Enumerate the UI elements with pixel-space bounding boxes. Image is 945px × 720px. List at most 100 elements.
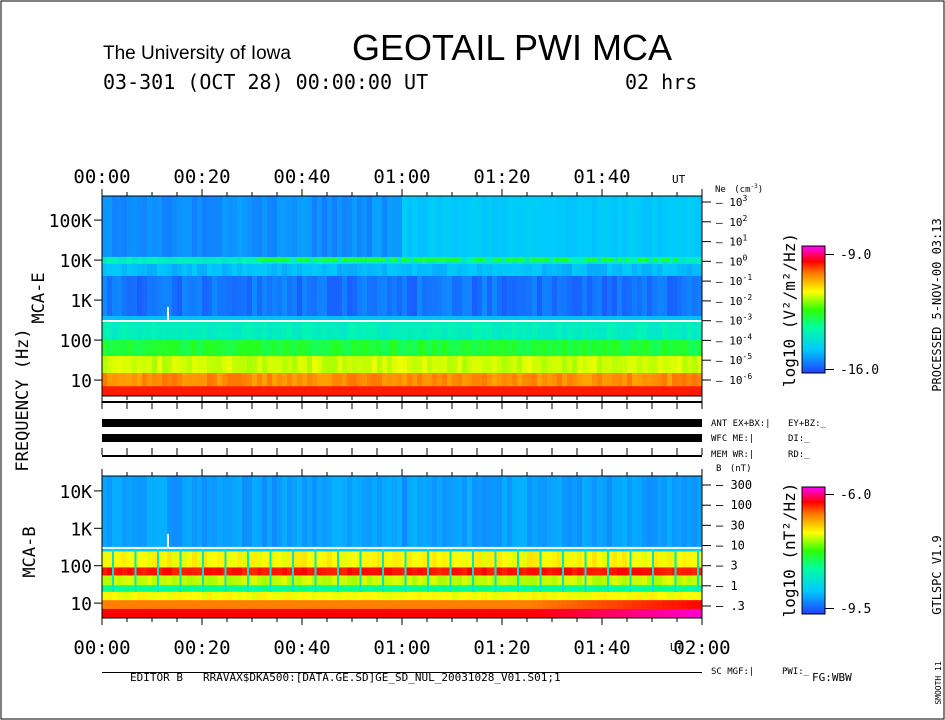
mca-b-cell [247, 476, 253, 549]
mca-e-plasma-line-point [442, 258, 445, 262]
mca-e-cell [317, 373, 323, 387]
mca-e-cell [662, 196, 668, 258]
mca-e-cell [177, 373, 183, 387]
time-tick [501, 618, 503, 625]
mca-e-plasma-line-point [394, 258, 397, 262]
mca-e-cell [137, 276, 143, 317]
mca-b-cell [552, 600, 558, 610]
mca-b-axis-ticks [101, 469, 703, 625]
mca-e-cell [372, 340, 378, 357]
mca-e-cell [387, 356, 393, 374]
mca-e-cell [697, 356, 703, 374]
mca-b-cell [382, 585, 388, 593]
mca-b-cell [397, 575, 403, 586]
mca-e-cell [137, 373, 143, 387]
status-tick [201, 403, 203, 409]
mca-b-cell [147, 585, 153, 593]
mca-b-cell [147, 608, 153, 619]
mca-b-cell [197, 608, 203, 619]
mca-e-cell [512, 386, 518, 397]
mca-b-cell [477, 547, 483, 552]
mca-e-cell [677, 316, 683, 322]
mca-e-cell [407, 340, 413, 357]
mca-e-cell [577, 263, 583, 277]
mca-b-cell [547, 476, 553, 549]
mca-e-plasma-line-point [590, 258, 593, 262]
mca-e-cell [297, 321, 303, 341]
status-mem-tick [301, 448, 303, 455]
mca-e-cell [517, 386, 523, 397]
mca-b-cell [667, 585, 673, 593]
mca-e-cell [252, 373, 258, 387]
mca-e-cell [292, 373, 298, 387]
mca-b-cell [577, 476, 583, 549]
mca-b-cell [227, 600, 233, 610]
mca-b-cell [287, 551, 293, 568]
mca-e-cell [467, 256, 473, 265]
mca-e-y-tick [94, 259, 102, 261]
mca-e-cell [342, 276, 348, 317]
mca-e-cell [587, 386, 593, 397]
mca-b-cell [657, 547, 663, 552]
mca-b-pulse [697, 547, 699, 592]
mca-e-cell [412, 321, 418, 341]
mca-b-cell [382, 551, 388, 568]
mca-b-cell [652, 575, 658, 586]
mca-e-cell [177, 196, 183, 258]
status-tick [426, 403, 428, 409]
mca-b-cell [112, 575, 118, 586]
mca-b-cell [567, 551, 573, 568]
mca-e-plasma-line-point [674, 258, 677, 262]
mca-e-cell [332, 196, 338, 258]
mca-e-cell [152, 256, 158, 265]
time-tick [226, 396, 228, 400]
mca-e-cell [637, 321, 643, 341]
mca-e-cell [337, 196, 343, 258]
mca-b-cell [107, 551, 113, 568]
mca-e-cell [237, 356, 243, 374]
mca-b-cell [257, 567, 263, 576]
mca-b-cell [127, 585, 133, 593]
mca-e-cell [192, 340, 198, 357]
mca-e-cell [387, 196, 393, 258]
mca-b-cell [227, 476, 233, 549]
mca-b-cell [237, 567, 243, 576]
mca-b-cell [192, 551, 198, 568]
mca-b-cell [437, 585, 443, 593]
mca-e-plasma-line-point [334, 258, 337, 262]
mca-b-cell [337, 551, 343, 568]
mca-b-cell [512, 585, 518, 593]
mca-e-cell [327, 256, 333, 265]
mca-e-cell [327, 263, 333, 277]
mca-e-cell [677, 276, 683, 317]
mca-e-plasma-line-point [478, 258, 481, 262]
mca-e-cell [662, 276, 668, 317]
mca-e-cell [532, 196, 538, 258]
mca-b-cell [332, 608, 338, 619]
mca-e-cell [642, 276, 648, 317]
mca-e-y-tick [94, 379, 102, 381]
mca-b-cell [472, 575, 478, 586]
mca-e-cell [207, 321, 213, 341]
mca-b-cell [557, 575, 563, 586]
mca-e-cell [402, 356, 408, 374]
mca-b-cell [492, 591, 498, 601]
mca-b-x-tick-label: 00:20 [173, 637, 230, 659]
b-tick [702, 545, 711, 546]
mca-e-cell [667, 263, 673, 277]
mca-b-cell [467, 600, 473, 610]
mca-b-cell [602, 476, 608, 549]
mca-e-cell [582, 321, 588, 341]
mca-b-cell [207, 591, 213, 601]
time-tick [426, 396, 428, 400]
mca-e-cell [132, 373, 138, 387]
mca-b-cell [182, 591, 188, 601]
mca-e-cell [402, 386, 408, 397]
mca-b-cell [222, 600, 228, 610]
mca-e-cell [487, 373, 493, 387]
mca-b-cell [367, 551, 373, 568]
mca-e-cell [637, 316, 643, 322]
mca-e-cell [257, 316, 263, 322]
mca-b-cell [597, 567, 603, 576]
